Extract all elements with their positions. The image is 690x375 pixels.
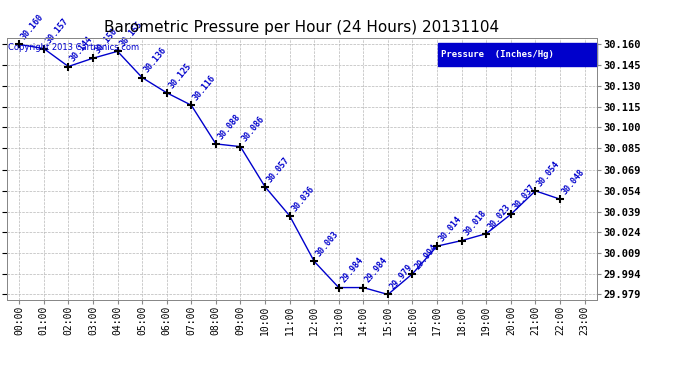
- Text: 29.994: 29.994: [413, 242, 439, 271]
- Text: 30.003: 30.003: [315, 230, 341, 258]
- Text: 30.057: 30.057: [265, 155, 291, 184]
- Text: 30.088: 30.088: [216, 112, 242, 141]
- Text: 30.014: 30.014: [437, 214, 464, 243]
- Text: 29.979: 29.979: [388, 263, 414, 292]
- Text: 30.023: 30.023: [486, 202, 513, 231]
- Text: 30.116: 30.116: [191, 74, 217, 102]
- Text: 30.157: 30.157: [44, 17, 70, 46]
- Text: 29.984: 29.984: [364, 256, 390, 285]
- Text: 30.086: 30.086: [241, 115, 267, 144]
- Text: 30.037: 30.037: [511, 183, 538, 212]
- Text: 30.048: 30.048: [560, 168, 586, 196]
- Text: 30.054: 30.054: [535, 159, 562, 188]
- Text: 30.018: 30.018: [462, 209, 488, 238]
- Text: 30.155: 30.155: [118, 20, 144, 48]
- Text: 30.036: 30.036: [290, 184, 316, 213]
- Title: Barometric Pressure per Hour (24 Hours) 20131104: Barometric Pressure per Hour (24 Hours) …: [104, 20, 500, 35]
- Text: 30.160: 30.160: [19, 13, 46, 42]
- Text: 30.125: 30.125: [167, 61, 193, 90]
- Text: 30.144: 30.144: [68, 35, 95, 64]
- Text: 30.150: 30.150: [93, 27, 119, 56]
- Text: 30.136: 30.136: [142, 46, 168, 75]
- Text: Copyright 2013 Cartronics.com: Copyright 2013 Cartronics.com: [8, 43, 139, 52]
- Bar: [437, 43, 597, 66]
- Text: 29.984: 29.984: [339, 256, 365, 285]
- Text: Pressure  (Inches/Hg): Pressure (Inches/Hg): [440, 50, 553, 59]
